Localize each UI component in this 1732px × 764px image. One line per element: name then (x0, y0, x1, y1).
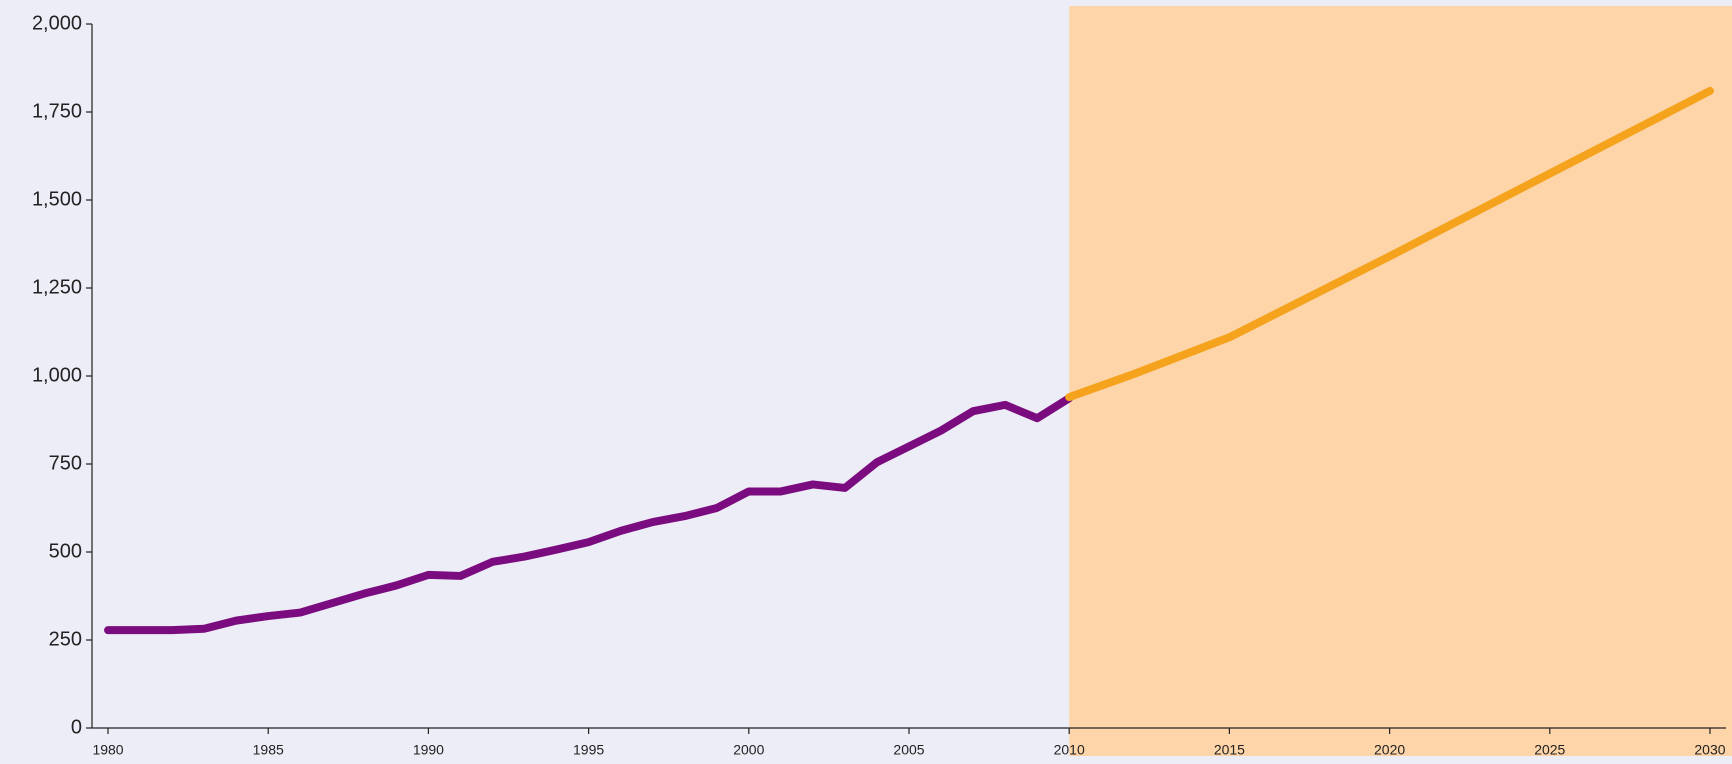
x-tick-label: 2020 (1374, 742, 1405, 758)
x-tick-label: 1985 (253, 742, 284, 758)
x-tick-label: 2000 (733, 742, 764, 758)
y-tick-label: 500 (49, 540, 82, 562)
x-tick-label: 1995 (573, 742, 604, 758)
x-tick-label: 2030 (1694, 742, 1725, 758)
y-tick-label: 250 (49, 628, 82, 650)
line-series (104, 394, 1074, 635)
y-tick-label: 2,000 (32, 12, 82, 34)
x-tick-label: 2005 (893, 742, 924, 758)
line-series (1065, 86, 1714, 402)
y-tick-label: 0 (71, 716, 82, 738)
x-tick-label: 2015 (1214, 742, 1245, 758)
y-tick-label: 1,000 (32, 364, 82, 386)
y-tick-label: 1,500 (32, 188, 82, 210)
y-tick-label: 750 (49, 452, 82, 474)
x-tick-label: 1990 (413, 742, 444, 758)
y-tick-label: 1,250 (32, 276, 82, 298)
x-tick-label: 1980 (92, 742, 123, 758)
x-tick-label: 2010 (1054, 742, 1085, 758)
y-tick-label: 1,750 (32, 100, 82, 122)
forecast-region (1069, 6, 1732, 756)
x-tick-label: 2025 (1534, 742, 1565, 758)
